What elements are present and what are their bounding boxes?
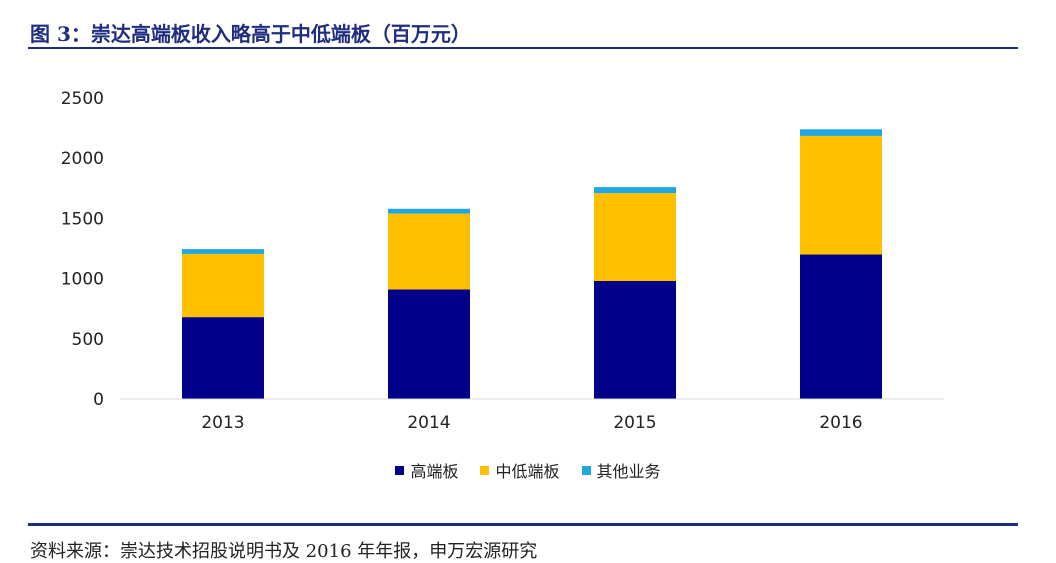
y-tick-label: 1500 bbox=[61, 209, 104, 229]
legend-item: 中低端板 bbox=[480, 458, 560, 482]
bar-segment-2013-s1 bbox=[182, 253, 264, 318]
x-axis: 2013 2014 2015 2016 bbox=[201, 413, 862, 433]
footer-divider bbox=[28, 523, 1018, 526]
title-divider bbox=[28, 47, 1018, 49]
y-tick-label: 1000 bbox=[61, 270, 104, 290]
x-tick-label: 2013 bbox=[201, 413, 244, 433]
bar-segment-2016-s0 bbox=[800, 254, 882, 399]
x-tick-label: 2016 bbox=[819, 413, 862, 433]
legend-swatch bbox=[581, 465, 591, 475]
y-tick-label: 0 bbox=[93, 390, 104, 410]
bar-segment-2014-s1 bbox=[388, 213, 470, 290]
bar-segment-2016-s1 bbox=[800, 135, 882, 255]
bars bbox=[182, 129, 882, 399]
legend-item: 高端板 bbox=[395, 458, 458, 482]
stacked-bar-chart: 0 500 1000 1500 2000 2500 2013 2014 2015 2016 bbox=[61, 89, 944, 433]
bar-segment-2015-s2 bbox=[594, 187, 676, 194]
bar-segment-2013-s2 bbox=[182, 249, 264, 254]
bar-segment-2015-s0 bbox=[594, 281, 676, 399]
x-tick-label: 2015 bbox=[613, 413, 656, 433]
source-note: 资料来源：崇达技术招股说明书及 2016 年年报，申万宏源研究 bbox=[30, 541, 538, 562]
bar-segment-2013-s0 bbox=[182, 317, 264, 399]
legend-item: 其他业务 bbox=[581, 458, 661, 482]
legend-swatch bbox=[480, 465, 490, 475]
y-tick-label: 500 bbox=[72, 330, 104, 350]
bar-segment-2014-s0 bbox=[388, 289, 470, 399]
y-tick-label: 2000 bbox=[61, 149, 104, 169]
legend-label: 其他业务 bbox=[596, 462, 661, 481]
legend: 高端板 中低端板 其他业务 bbox=[0, 458, 1056, 482]
y-tick-label: 2500 bbox=[61, 89, 104, 109]
legend-label: 中低端板 bbox=[495, 462, 560, 481]
legend-swatch bbox=[395, 465, 405, 475]
bar-segment-2015-s1 bbox=[594, 193, 676, 282]
bar-segment-2014-s2 bbox=[388, 208, 470, 214]
x-tick-label: 2014 bbox=[407, 413, 450, 433]
y-axis: 0 500 1000 1500 2000 2500 bbox=[61, 89, 104, 410]
bar-segment-2016-s2 bbox=[800, 129, 882, 136]
legend-label: 高端板 bbox=[410, 462, 459, 481]
chart-title: 图 3：崇达高端板收入略高于中低端板（百万元） bbox=[30, 22, 471, 46]
